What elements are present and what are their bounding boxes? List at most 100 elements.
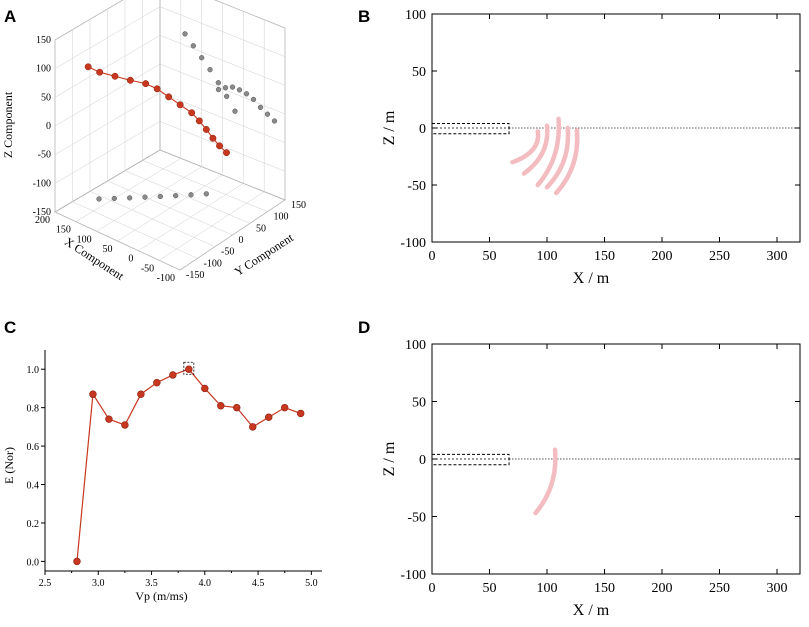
series-xy-projection-point-4 bbox=[157, 193, 163, 200]
data-point-7 bbox=[185, 365, 193, 373]
series-xz-projection-point-4 bbox=[215, 80, 221, 86]
fracture-arc-0 bbox=[510, 129, 541, 165]
x-tick-label-6: 300 bbox=[767, 581, 788, 596]
data-point-6 bbox=[169, 371, 177, 379]
y-tick-label-0: -150 bbox=[186, 270, 204, 281]
y-tick-label-5: 1.0 bbox=[27, 365, 40, 376]
y-tick-label-4: 100 bbox=[405, 338, 426, 353]
data-point-4 bbox=[137, 390, 145, 398]
y-tick-label-3: 50 bbox=[412, 396, 426, 411]
panel-d-plot: 0 50 100 150 200 250 300 -100 -50 0 50 100 X / m Z / … bbox=[381, 338, 801, 619]
y-tick-label-2: 0 bbox=[419, 453, 426, 468]
grid-floor-x-0 bbox=[138, 183, 244, 251]
grid-floor-x-1 bbox=[117, 174, 223, 242]
y-tick-label-3: 0.6 bbox=[27, 442, 40, 453]
z-tick-label-4: 50 bbox=[41, 92, 51, 103]
series-xy-projection-point-1 bbox=[111, 195, 117, 202]
y-axis-label: E (Nor) bbox=[2, 447, 16, 484]
series-yz-projection-point-2 bbox=[229, 84, 236, 90]
x-tick-label-5: 250 bbox=[709, 249, 730, 264]
series-yz-projection-point-3 bbox=[236, 87, 243, 93]
x-tick-label-0: 200 bbox=[35, 215, 50, 226]
series-trajectory-point-13 bbox=[223, 149, 230, 157]
series-trajectory-point-2 bbox=[111, 72, 119, 80]
z-tick-label-2: -50 bbox=[38, 150, 51, 161]
data-point-8 bbox=[201, 384, 209, 393]
source-box bbox=[431, 453, 510, 466]
x-tick-label-5: 250 bbox=[709, 581, 730, 596]
series-xz-projection-point-5 bbox=[224, 93, 230, 100]
series-trajectory-point-5 bbox=[153, 85, 161, 93]
series-yz-projection-point-7 bbox=[264, 111, 271, 117]
series-yz-projection-point-5 bbox=[250, 96, 257, 103]
y-axis-label: Z / m bbox=[381, 110, 398, 145]
fracture-arc-0 bbox=[533, 447, 558, 516]
y-tick-label-1: -100 bbox=[204, 258, 222, 269]
panel-c-plot: 2.5 3.0 3.5 4.0 4.5 5.0 0.0 0.2 0.4 0.6 0.8 1.0 Vp (… bbox=[2, 350, 322, 603]
fracture-arc-1 bbox=[521, 123, 550, 176]
plot-frame bbox=[431, 343, 801, 575]
x-tick-label-2: 100 bbox=[537, 581, 558, 596]
series-trajectory-point-12 bbox=[216, 142, 223, 150]
x-tick-label-4: 200 bbox=[652, 581, 673, 596]
x-tick-label-1: 50 bbox=[483, 581, 497, 596]
x-tick-label-4: 200 bbox=[652, 249, 673, 264]
y-tick-label-3: 0 bbox=[239, 235, 244, 246]
series-yz-projection-point-1 bbox=[222, 85, 229, 91]
y-tick-label-2: -50 bbox=[221, 247, 234, 258]
highlight-box bbox=[183, 361, 195, 375]
series-xz-projection-point-0 bbox=[182, 31, 188, 37]
x-tick-label-3: 150 bbox=[594, 249, 615, 264]
data-point-5 bbox=[153, 378, 161, 387]
x-axis-label: X Component bbox=[62, 234, 127, 283]
panel-a-3d-plot: -150-100-50050100150200150100500-50-100-… bbox=[1, 0, 306, 284]
data-point-13 bbox=[281, 403, 289, 412]
data-point-0 bbox=[73, 557, 81, 566]
series-xy-projection-point-6 bbox=[188, 192, 194, 198]
series-yz-projection-point-4 bbox=[243, 91, 250, 97]
series-trajectory-point-8 bbox=[188, 109, 196, 117]
series-trajectory-point-9 bbox=[195, 117, 203, 125]
y-axis-label: Z / m bbox=[381, 441, 398, 476]
y-tick-label-0: 0.0 bbox=[27, 557, 40, 568]
x-tick-label-0: 0 bbox=[429, 249, 436, 264]
z-tick-label-3: 0 bbox=[46, 121, 51, 132]
series-trajectory-point-11 bbox=[209, 134, 217, 142]
x-tick-label-1: 150 bbox=[56, 225, 71, 236]
panel-letter-a: A bbox=[4, 7, 16, 26]
data-point-1 bbox=[89, 390, 97, 398]
data-point-12 bbox=[265, 413, 273, 421]
x-tick-label-2: 100 bbox=[537, 249, 558, 264]
series-trajectory-point-1 bbox=[96, 68, 104, 76]
x-tick-label-1: 50 bbox=[483, 249, 497, 264]
data-point-2 bbox=[105, 415, 113, 423]
data-point-14 bbox=[296, 409, 305, 418]
y-tick-label-2: 0 bbox=[419, 122, 426, 137]
x-tick-label-0: 2.5 bbox=[39, 578, 52, 589]
y-tick-label-4: 0.8 bbox=[27, 404, 40, 415]
x-tick-label-4: 0 bbox=[128, 254, 133, 265]
series-trajectory-point-10 bbox=[202, 126, 210, 133]
fracture-arc-2 bbox=[535, 116, 562, 188]
z-tick-label-5: 100 bbox=[36, 64, 51, 75]
data-point-11 bbox=[249, 423, 257, 431]
series-trajectory-point-6 bbox=[165, 93, 173, 101]
fracture-arc-3 bbox=[544, 125, 571, 190]
series-xz-projection-point-6 bbox=[232, 108, 238, 114]
z-tick-label-6: 150 bbox=[36, 35, 51, 46]
x-tick-label-2: 3.5 bbox=[145, 578, 158, 589]
y-tick-label-6: 150 bbox=[291, 200, 306, 211]
x-tick-label-6: 300 bbox=[767, 249, 788, 264]
z-axis-label: Z Component bbox=[1, 91, 15, 158]
x-axis-label: X / m bbox=[573, 602, 610, 619]
panel-letter-b: B bbox=[358, 7, 370, 26]
series-trajectory-point-0 bbox=[84, 63, 92, 71]
grid-floor-x-3 bbox=[75, 158, 181, 222]
series-trajectory-point-7 bbox=[176, 101, 184, 109]
series-yz-projection-point-6 bbox=[257, 104, 264, 111]
y-tick-label-1: 0.2 bbox=[27, 519, 40, 530]
y-tick-label-2: 0.4 bbox=[27, 481, 40, 492]
series-xy-projection-point-3 bbox=[142, 194, 148, 200]
x-tick-label-5: 5.0 bbox=[305, 578, 318, 589]
